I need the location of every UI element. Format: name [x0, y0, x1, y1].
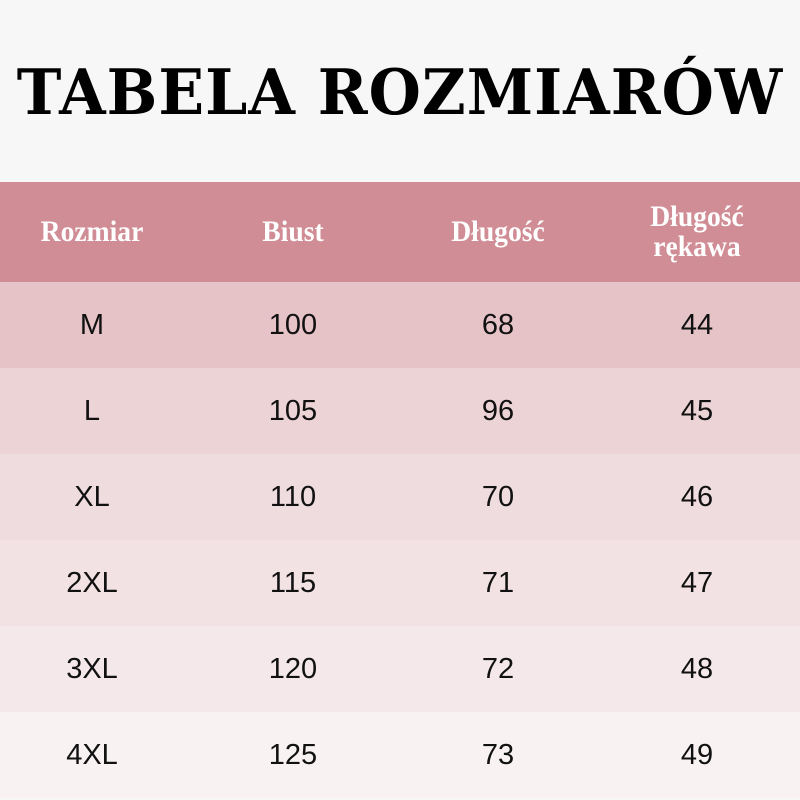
table-row: L 105 96 45 — [0, 368, 800, 454]
cell-sleeve-length: 49 — [680, 738, 714, 771]
size-table: Rozmiar Biust Długość Długość rękawa M 10… — [0, 182, 800, 798]
cell-bust: 100 — [268, 308, 318, 341]
cell-size: 4XL — [66, 738, 118, 771]
cell-length: 72 — [481, 652, 515, 685]
cell-size: M — [79, 308, 105, 341]
cell-sleeve-length: 46 — [680, 480, 714, 513]
cell-size: XL — [74, 480, 110, 513]
cell-size: 3XL — [66, 652, 118, 685]
cell-size: 2XL — [66, 566, 118, 599]
cell-sleeve-length: 47 — [680, 566, 714, 599]
cell-sleeve-length: 45 — [680, 394, 714, 427]
cell-bust: 105 — [268, 394, 318, 427]
table-row: M 100 68 44 — [0, 282, 800, 368]
cell-length: 70 — [481, 480, 515, 513]
table-row: 3XL 120 72 48 — [0, 626, 800, 712]
header-length: Długość — [451, 215, 545, 248]
cell-sleeve-length: 48 — [680, 652, 714, 685]
cell-size: L — [83, 394, 101, 427]
cell-bust: 120 — [268, 652, 318, 685]
table-row: 2XL 115 71 47 — [0, 540, 800, 626]
cell-length: 96 — [481, 394, 515, 427]
header-bust: Biust — [262, 215, 324, 248]
cell-length: 73 — [481, 738, 515, 771]
cell-bust: 125 — [268, 738, 318, 771]
cell-length: 68 — [481, 308, 515, 341]
header-sleeve-length: Długość rękawa — [650, 200, 744, 263]
table-row: XL 110 70 46 — [0, 454, 800, 540]
cell-bust: 110 — [269, 480, 317, 513]
cell-bust: 115 — [269, 566, 317, 599]
cell-length: 71 — [481, 566, 515, 599]
header-size: Rozmiar — [40, 215, 144, 248]
table-row: 4XL 125 73 49 — [0, 712, 800, 798]
cell-sleeve-length: 44 — [680, 308, 714, 341]
page-title: TABELA ROZMIARÓW — [16, 56, 784, 130]
table-header: Rozmiar Biust Długość Długość rękawa — [0, 182, 800, 282]
